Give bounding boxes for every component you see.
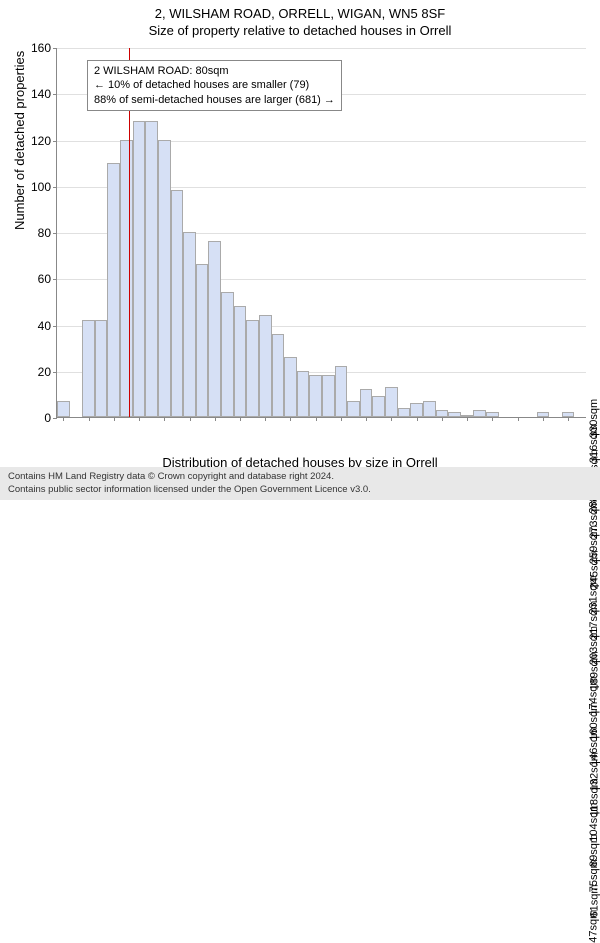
- y-tick-label: 0: [44, 411, 57, 425]
- histogram-bar: [423, 401, 436, 417]
- y-tick-label: 160: [31, 41, 57, 55]
- y-tick-label: 100: [31, 180, 57, 194]
- histogram-bar: [335, 366, 348, 417]
- x-tick: [442, 417, 443, 421]
- x-tick: [89, 417, 90, 421]
- x-tick-label: 330sqm: [586, 417, 600, 438]
- histogram-bar: [448, 412, 461, 417]
- annotation-box: 2 WILSHAM ROAD: 80sqm← 10% of detached h…: [87, 60, 342, 111]
- histogram-bar: [360, 389, 373, 417]
- x-tick: [417, 417, 418, 421]
- x-tick: [190, 417, 191, 421]
- x-tick: [492, 417, 493, 421]
- histogram-bar: [259, 315, 272, 417]
- x-tick: [139, 417, 140, 421]
- chart-subtitle: Size of property relative to detached ho…: [0, 21, 600, 38]
- chart-area: 02040608010012014016047sqm61sqm75sqm89sq…: [56, 48, 586, 418]
- x-tick: [290, 417, 291, 421]
- x-tick: [366, 417, 367, 421]
- histogram-bar: [158, 140, 171, 418]
- histogram-bar: [107, 163, 120, 417]
- x-tick: [518, 417, 519, 421]
- x-tick: [265, 417, 266, 421]
- histogram-bar: [145, 121, 158, 417]
- x-tick: [543, 417, 544, 421]
- footer-line: Contains public sector information licen…: [8, 484, 592, 496]
- histogram-bar: [246, 320, 259, 417]
- histogram-bar: [372, 396, 385, 417]
- histogram-bar: [133, 121, 146, 417]
- plot-area: 02040608010012014016047sqm61sqm75sqm89sq…: [56, 48, 586, 418]
- y-tick-label: 80: [38, 226, 57, 240]
- x-tick: [215, 417, 216, 421]
- histogram-bar: [410, 403, 423, 417]
- x-tick: [316, 417, 317, 421]
- histogram-bar: [436, 410, 449, 417]
- annotation-line: 2 WILSHAM ROAD: 80sqm: [94, 64, 335, 78]
- histogram-bar: [398, 408, 411, 417]
- y-tick-label: 60: [38, 272, 57, 286]
- histogram-bar: [57, 401, 70, 417]
- histogram-bar: [297, 371, 310, 417]
- histogram-bar: [272, 334, 285, 417]
- histogram-bar: [473, 410, 486, 417]
- histogram-bar: [221, 292, 234, 417]
- histogram-bar: [120, 140, 133, 418]
- annotation-line: 88% of semi-detached houses are larger (…: [94, 93, 335, 107]
- histogram-bar: [385, 387, 398, 417]
- x-tick: [341, 417, 342, 421]
- y-tick-label: 20: [38, 365, 57, 379]
- x-tick: [391, 417, 392, 421]
- x-tick: [63, 417, 64, 421]
- histogram-bar: [208, 241, 221, 417]
- histogram-bar: [322, 375, 335, 417]
- y-tick-label: 40: [38, 319, 57, 333]
- histogram-bar: [171, 190, 184, 417]
- annotation-line: ← 10% of detached houses are smaller (79…: [94, 78, 335, 92]
- chart-title: 2, WILSHAM ROAD, ORRELL, WIGAN, WN5 8SF: [0, 0, 600, 21]
- histogram-bar: [284, 357, 297, 417]
- x-tick: [164, 417, 165, 421]
- y-axis-label: Number of detached properties: [12, 51, 27, 230]
- histogram-bar: [234, 306, 247, 417]
- histogram-bar: [95, 320, 108, 417]
- footer-line: Contains HM Land Registry data © Crown c…: [8, 471, 592, 483]
- grid-line: [57, 48, 586, 49]
- histogram-bar: [196, 264, 209, 417]
- x-tick: [114, 417, 115, 421]
- y-tick-label: 120: [31, 134, 57, 148]
- x-tick: [467, 417, 468, 421]
- histogram-bar: [309, 375, 322, 417]
- histogram-bar: [347, 401, 360, 417]
- x-tick: [568, 417, 569, 421]
- histogram-bar: [183, 232, 196, 417]
- attribution-footer: Contains HM Land Registry data © Crown c…: [0, 467, 600, 500]
- x-tick: [240, 417, 241, 421]
- histogram-bar: [82, 320, 95, 417]
- y-tick-label: 140: [31, 87, 57, 101]
